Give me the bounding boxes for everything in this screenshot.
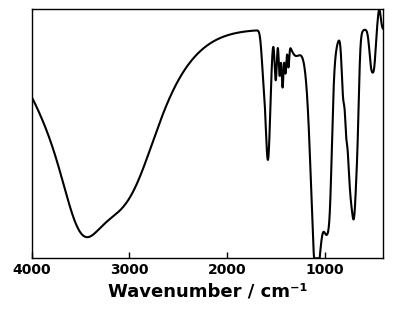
X-axis label: Wavenumber / cm⁻¹: Wavenumber / cm⁻¹: [107, 283, 307, 301]
